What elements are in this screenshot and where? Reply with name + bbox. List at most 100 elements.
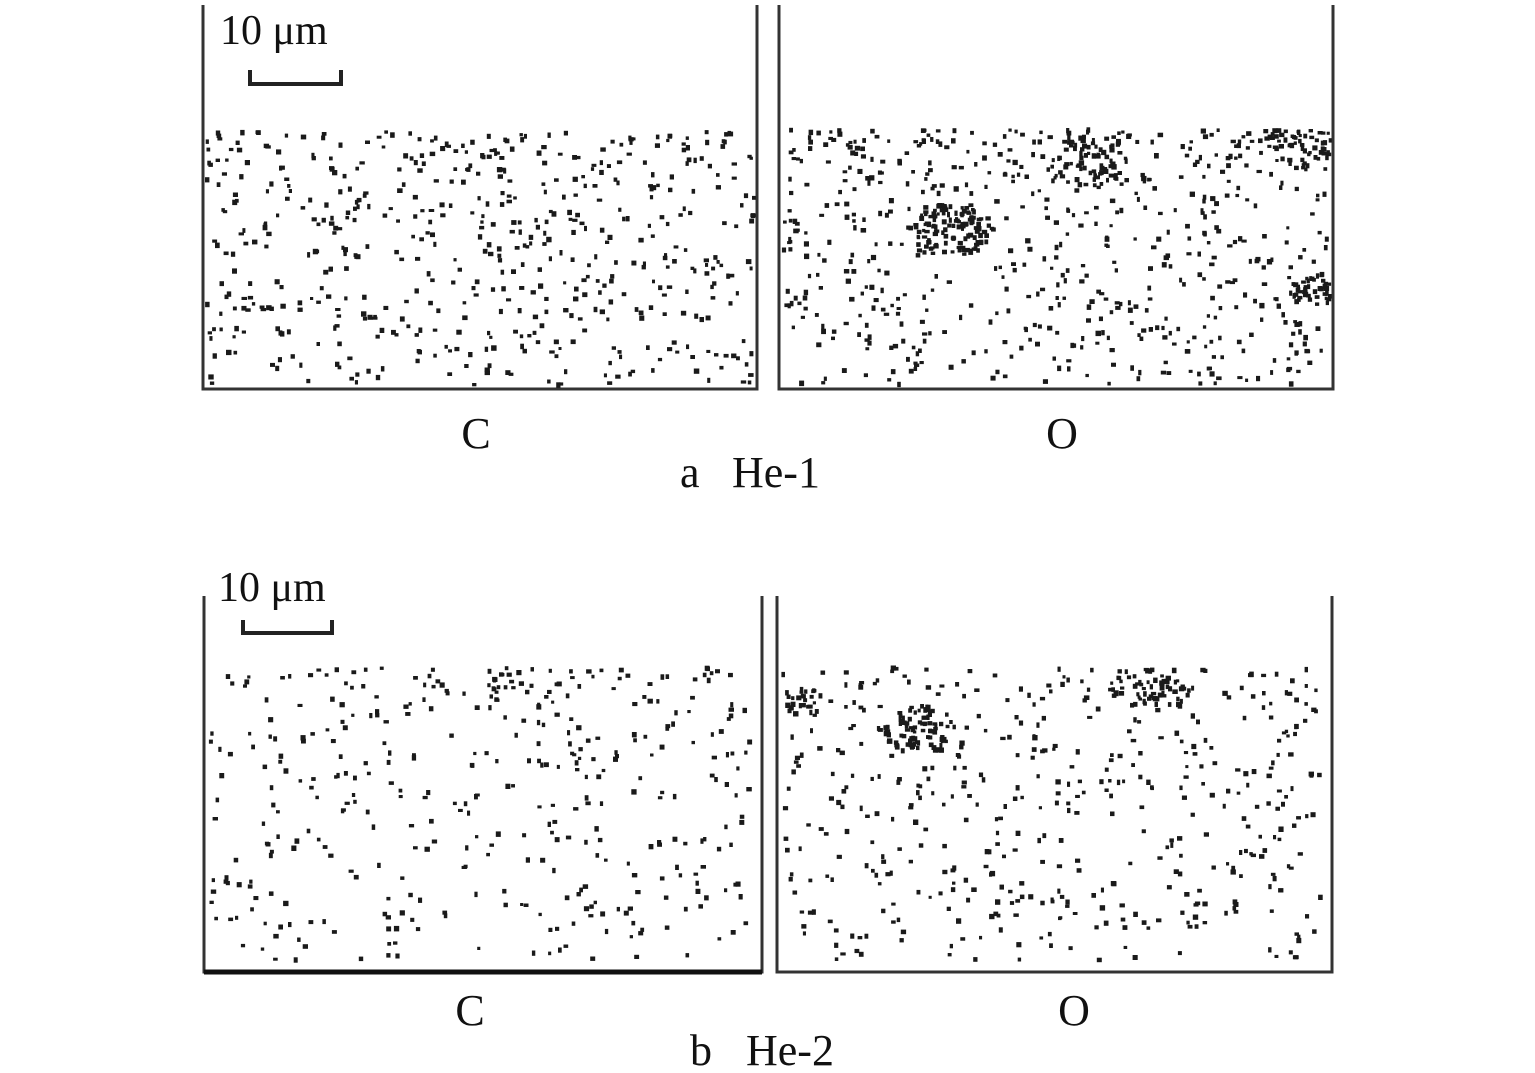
- element-dot: [1149, 684, 1153, 690]
- element-dot: [1291, 331, 1296, 336]
- element-dot: [844, 705, 848, 709]
- element-dot: [1176, 326, 1181, 332]
- element-dot: [1271, 760, 1275, 766]
- element-dot: [870, 156, 874, 162]
- element-dot: [961, 359, 966, 364]
- element-dot: [1290, 134, 1295, 138]
- element-dot: [979, 239, 984, 244]
- element-dot: [1059, 894, 1065, 899]
- element-dot: [569, 313, 574, 319]
- element-dot: [892, 343, 899, 349]
- element-dot: [1128, 861, 1133, 866]
- element-dot: [803, 289, 809, 296]
- element-dot: [230, 251, 236, 257]
- element-dot: [1194, 901, 1201, 906]
- element-dot: [747, 739, 753, 745]
- element-dot: [1270, 132, 1275, 136]
- element-dot: [1207, 366, 1212, 371]
- element-dot: [268, 852, 273, 859]
- element-dot: [1202, 277, 1206, 281]
- element-dot: [212, 353, 217, 359]
- element-dot: [799, 910, 805, 914]
- element-dot: [547, 689, 552, 694]
- element-dot: [1099, 163, 1104, 167]
- element-dot: [398, 788, 403, 793]
- element-dot: [1293, 141, 1297, 145]
- element-dot: [484, 751, 489, 756]
- element-dot: [930, 765, 935, 771]
- element-dot: [1108, 779, 1112, 783]
- element-dot: [690, 355, 695, 359]
- element-dot: [525, 245, 530, 249]
- element-dot: [1083, 182, 1089, 187]
- element-dot: [972, 215, 976, 220]
- element-dot: [657, 840, 662, 845]
- element-dot: [1239, 685, 1244, 691]
- element-dot: [523, 133, 527, 139]
- element-dot: [1104, 136, 1110, 141]
- element-dot: [559, 382, 564, 386]
- element-dot: [363, 667, 368, 672]
- element-dot: [927, 238, 931, 243]
- element-dot: [502, 888, 507, 894]
- element-dot: [837, 128, 842, 133]
- element-dot: [375, 709, 380, 715]
- element-dot: [1319, 348, 1323, 353]
- element-dot: [559, 250, 563, 256]
- element-dot: [862, 217, 866, 222]
- element-dot: [974, 688, 980, 692]
- element-dot: [725, 752, 729, 758]
- element-dot: [540, 857, 546, 863]
- element-dot: [880, 307, 886, 312]
- element-dot: [1077, 182, 1083, 188]
- element-dot: [480, 153, 485, 159]
- element-dot: [1289, 142, 1295, 149]
- element-dot: [1179, 277, 1183, 283]
- element-dot: [1290, 678, 1295, 684]
- element-dot: [1048, 306, 1054, 311]
- element-dot: [221, 208, 225, 212]
- element-dot: [1186, 920, 1190, 925]
- element-dot: [1198, 154, 1202, 161]
- element-dot: [541, 182, 546, 186]
- element-dot: [263, 921, 267, 926]
- element-dot: [1080, 345, 1084, 350]
- element-dot: [864, 338, 870, 342]
- element-dot: [579, 887, 583, 893]
- element-dot: [1322, 140, 1328, 146]
- element-dot: [694, 313, 699, 319]
- element-dot: [1039, 696, 1046, 701]
- element-dot: [328, 266, 333, 272]
- element-dot: [275, 365, 280, 372]
- element-dot: [1228, 153, 1233, 160]
- element-dot: [1141, 687, 1146, 691]
- element-dot: [1180, 910, 1185, 915]
- element-dot: [895, 311, 901, 316]
- element-dot: [1015, 830, 1021, 836]
- element-dot: [1160, 370, 1167, 375]
- element-dot: [241, 296, 247, 300]
- element-dot: [688, 210, 693, 216]
- element-dot: [786, 694, 791, 699]
- element-dot: [591, 757, 596, 762]
- element-dot: [239, 174, 244, 180]
- element-dot: [618, 207, 622, 212]
- element-dot: [355, 166, 359, 171]
- element-dot: [1290, 786, 1294, 792]
- element-dot: [477, 196, 481, 201]
- element-dot: [464, 150, 468, 154]
- element-dot: [1059, 241, 1063, 248]
- element-dot: [1095, 175, 1100, 180]
- element-dot: [361, 311, 367, 317]
- element-dot: [449, 179, 454, 184]
- element-dot: [573, 193, 578, 197]
- element-dot: [1202, 134, 1209, 140]
- element-dot: [337, 227, 343, 231]
- element-dot: [1060, 681, 1065, 687]
- element-dot: [1080, 679, 1084, 684]
- element-dot: [582, 884, 589, 889]
- element-dot: [575, 768, 580, 772]
- element-dot: [899, 242, 904, 246]
- element-dot: [1304, 348, 1310, 354]
- element-dot: [843, 670, 849, 675]
